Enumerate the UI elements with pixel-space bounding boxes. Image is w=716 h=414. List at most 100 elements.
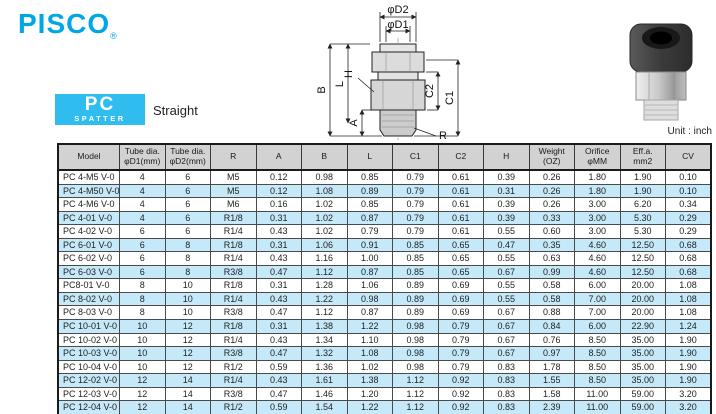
table-cell: 0.83 xyxy=(483,359,530,375)
model-cell: PC 4-M5 V-0 xyxy=(57,169,120,185)
table-cell: 1.02 xyxy=(301,210,348,226)
table-cell: 0.31 xyxy=(255,237,302,253)
dimension-lines xyxy=(327,12,461,137)
table-cell: 12.50 xyxy=(619,237,666,253)
table-cell: 0.55 xyxy=(483,224,530,239)
table-cell: 0.87 xyxy=(346,305,393,320)
column-header: L xyxy=(346,143,393,171)
table-cell: 0.47 xyxy=(255,386,302,402)
table-cell: 0.39 xyxy=(483,210,530,226)
tube-bore xyxy=(650,31,672,45)
table-cell: 1.90 xyxy=(665,373,712,388)
table-cell: 0.79 xyxy=(437,319,484,334)
table-cell: 12 xyxy=(164,346,211,361)
table-cell: 8 xyxy=(119,305,166,320)
table-cell: 8.50 xyxy=(574,332,621,348)
dim-label-d1: φD1 xyxy=(387,19,408,31)
table-cell: R1/2 xyxy=(210,359,257,375)
table-cell: 59.00 xyxy=(619,386,666,402)
dimension-diagram: φD2 φD1 B L A H C2 C1 R xyxy=(316,4,461,140)
page-title: Straight xyxy=(153,103,198,118)
table-cell: 0.79 xyxy=(346,224,393,239)
table-cell: 0.69 xyxy=(437,291,484,307)
table-cell: 3.00 xyxy=(574,224,621,239)
dim-label-b: B xyxy=(316,86,328,93)
table-cell: 1.90 xyxy=(619,169,666,185)
table-cell: 0.98 xyxy=(346,291,393,307)
table-cell: R3/8 xyxy=(210,386,257,402)
table-cell: 1.02 xyxy=(346,359,393,375)
table-cell: 0.31 xyxy=(255,278,302,293)
table-cell: 35.00 xyxy=(619,373,666,388)
series-badge: PC SPATTER xyxy=(55,94,145,125)
table-cell: R3/8 xyxy=(210,346,257,361)
table-row: PC 10-03 V-0 10 12 R3/8 0.47 1.32 1.08 0.98 0.79… xyxy=(57,346,712,361)
table-cell: 6 xyxy=(119,237,166,253)
table-cell: 0.88 xyxy=(528,305,575,320)
hex-body xyxy=(635,71,687,101)
model-cell: PC 12-02 V-0 xyxy=(57,373,120,388)
table-cell: 1.10 xyxy=(346,332,393,348)
table-cell: 0.31 xyxy=(255,210,302,226)
table-cell: 10 xyxy=(164,305,211,320)
table-cell: 12 xyxy=(164,332,211,348)
table-cell: 0.92 xyxy=(437,386,484,402)
table-cell: 4 xyxy=(119,169,166,185)
model-cell: PC 12-04 V-0 xyxy=(57,400,120,414)
table-cell: 1.00 xyxy=(346,251,393,266)
table-cell: 0.61 xyxy=(437,224,484,239)
unit-label: Unit : inch xyxy=(667,126,712,137)
table-cell: 1.80 xyxy=(574,169,621,185)
fitting-detail-lines xyxy=(382,53,414,128)
table-cell: 20.00 xyxy=(619,305,666,320)
table-cell: 4 xyxy=(119,210,166,226)
table-cell: 0.98 xyxy=(392,332,439,348)
table-row: PC 12-02 V-0 12 14 R1/4 0.43 1.61 1.38 1.12 0.92… xyxy=(57,373,712,388)
table-cell: 3.00 xyxy=(574,197,621,212)
pisco-logo-text: PISCO xyxy=(18,8,111,39)
table-cell: R1/4 xyxy=(210,251,257,266)
table-row: PC 4-02 V-0 6 6 R1/4 0.43 1.02 0.79 0.79 0.61 0.5… xyxy=(57,224,712,239)
table-cell: 0.91 xyxy=(346,237,393,253)
table-cell: 0.29 xyxy=(665,210,712,226)
table-cell: 10 xyxy=(119,319,166,334)
table-cell: 1.61 xyxy=(301,373,348,388)
model-cell: PC 12-03 V-0 xyxy=(57,386,120,402)
header-row: Model Tube dia. φD1(mm) Tube dia. φD2(mm) R… xyxy=(57,143,712,171)
table-cell: 0.97 xyxy=(528,346,575,361)
table-row: PC 4-01 V-0 4 6 R1/8 0.31 1.02 0.87 0.79 0.61 0.3… xyxy=(57,210,712,226)
table-cell: 0.55 xyxy=(483,278,530,293)
table-cell: 0.69 xyxy=(437,305,484,320)
table-cell: 6.00 xyxy=(574,319,621,334)
table-cell: 1.06 xyxy=(301,237,348,253)
model-cell: PC8-01 V-0 xyxy=(57,278,120,293)
column-header: Tube dia. φD1(mm) xyxy=(119,143,166,171)
table-cell: 12 xyxy=(119,373,166,388)
model-cell: PC 6-01 V-0 xyxy=(57,237,120,253)
thread-lines xyxy=(645,104,677,116)
column-header: C2 xyxy=(437,143,484,171)
table-cell: 0.31 xyxy=(483,183,530,199)
table-cell: 1.54 xyxy=(301,400,348,414)
table-cell: 0.69 xyxy=(437,278,484,293)
table-cell: 1.08 xyxy=(301,183,348,199)
series-code: PC xyxy=(84,94,116,115)
table-cell: 0.65 xyxy=(437,237,484,253)
table-cell: 0.87 xyxy=(346,264,393,280)
table-cell: 1.02 xyxy=(301,197,348,212)
table-cell: 0.65 xyxy=(437,264,484,280)
table-cell: 0.92 xyxy=(437,400,484,414)
table-cell: 0.83 xyxy=(483,386,530,402)
table-cell: 1.34 xyxy=(301,332,348,348)
column-header: A xyxy=(255,143,302,171)
table-cell: 10 xyxy=(164,278,211,293)
table-cell: 1.12 xyxy=(392,373,439,388)
table-cell: M5 xyxy=(210,169,257,185)
table-cell: 0.79 xyxy=(392,183,439,199)
table-cell: 0.34 xyxy=(665,197,712,212)
series-sub-label: SPATTER xyxy=(74,114,126,123)
table-row: PC 6-03 V-0 6 8 R3/8 0.47 1.12 0.87 0.85 0.65 0.6… xyxy=(57,264,712,280)
column-header: Tube dia. φD2(mm) xyxy=(164,143,211,171)
table-cell: 3.00 xyxy=(574,210,621,226)
